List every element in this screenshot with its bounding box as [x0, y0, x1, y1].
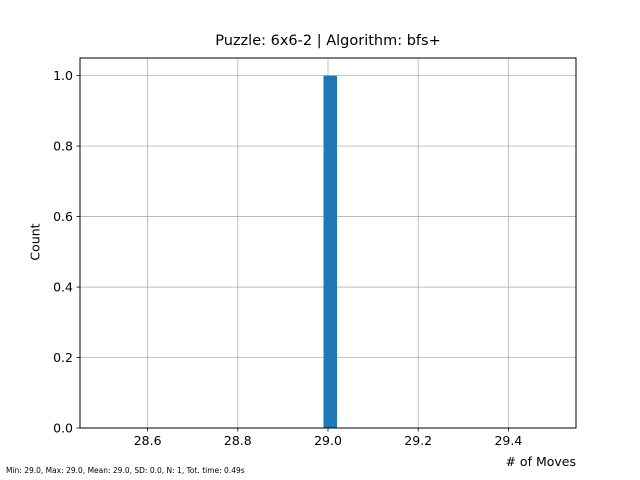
stats-footer: Min: 29.0, Max: 29.0, Mean: 29.0, SD: 0.…: [6, 466, 245, 475]
x-tick-label: 29.2: [404, 433, 432, 448]
x-axis-label: # of Moves: [505, 454, 576, 469]
y-tick-label: 0.4: [53, 280, 73, 295]
x-tick-label: 28.8: [224, 433, 252, 448]
bars: [323, 75, 338, 428]
y-tick-label: 0.2: [53, 350, 73, 365]
ticks: 28.6 28.8 29.0 29.2 29.4 0.0 0.2 0.4 0.6 0.8 1.0: [53, 68, 522, 448]
y-tick-label: 0.8: [53, 139, 73, 154]
y-tick-label: 1.0: [53, 68, 73, 83]
y-tick-label: 0.0: [53, 421, 73, 436]
x-tick-label: 29.0: [314, 433, 342, 448]
x-tick-label: 28.6: [134, 433, 162, 448]
histogram-bar: [323, 75, 338, 428]
chart-title: Puzzle: 6x6-2 | Algorithm: bfs+: [215, 33, 441, 49]
y-tick-label: 0.6: [53, 209, 73, 224]
y-axis-label: Count: [27, 223, 43, 261]
x-tick-label: 29.4: [494, 433, 522, 448]
